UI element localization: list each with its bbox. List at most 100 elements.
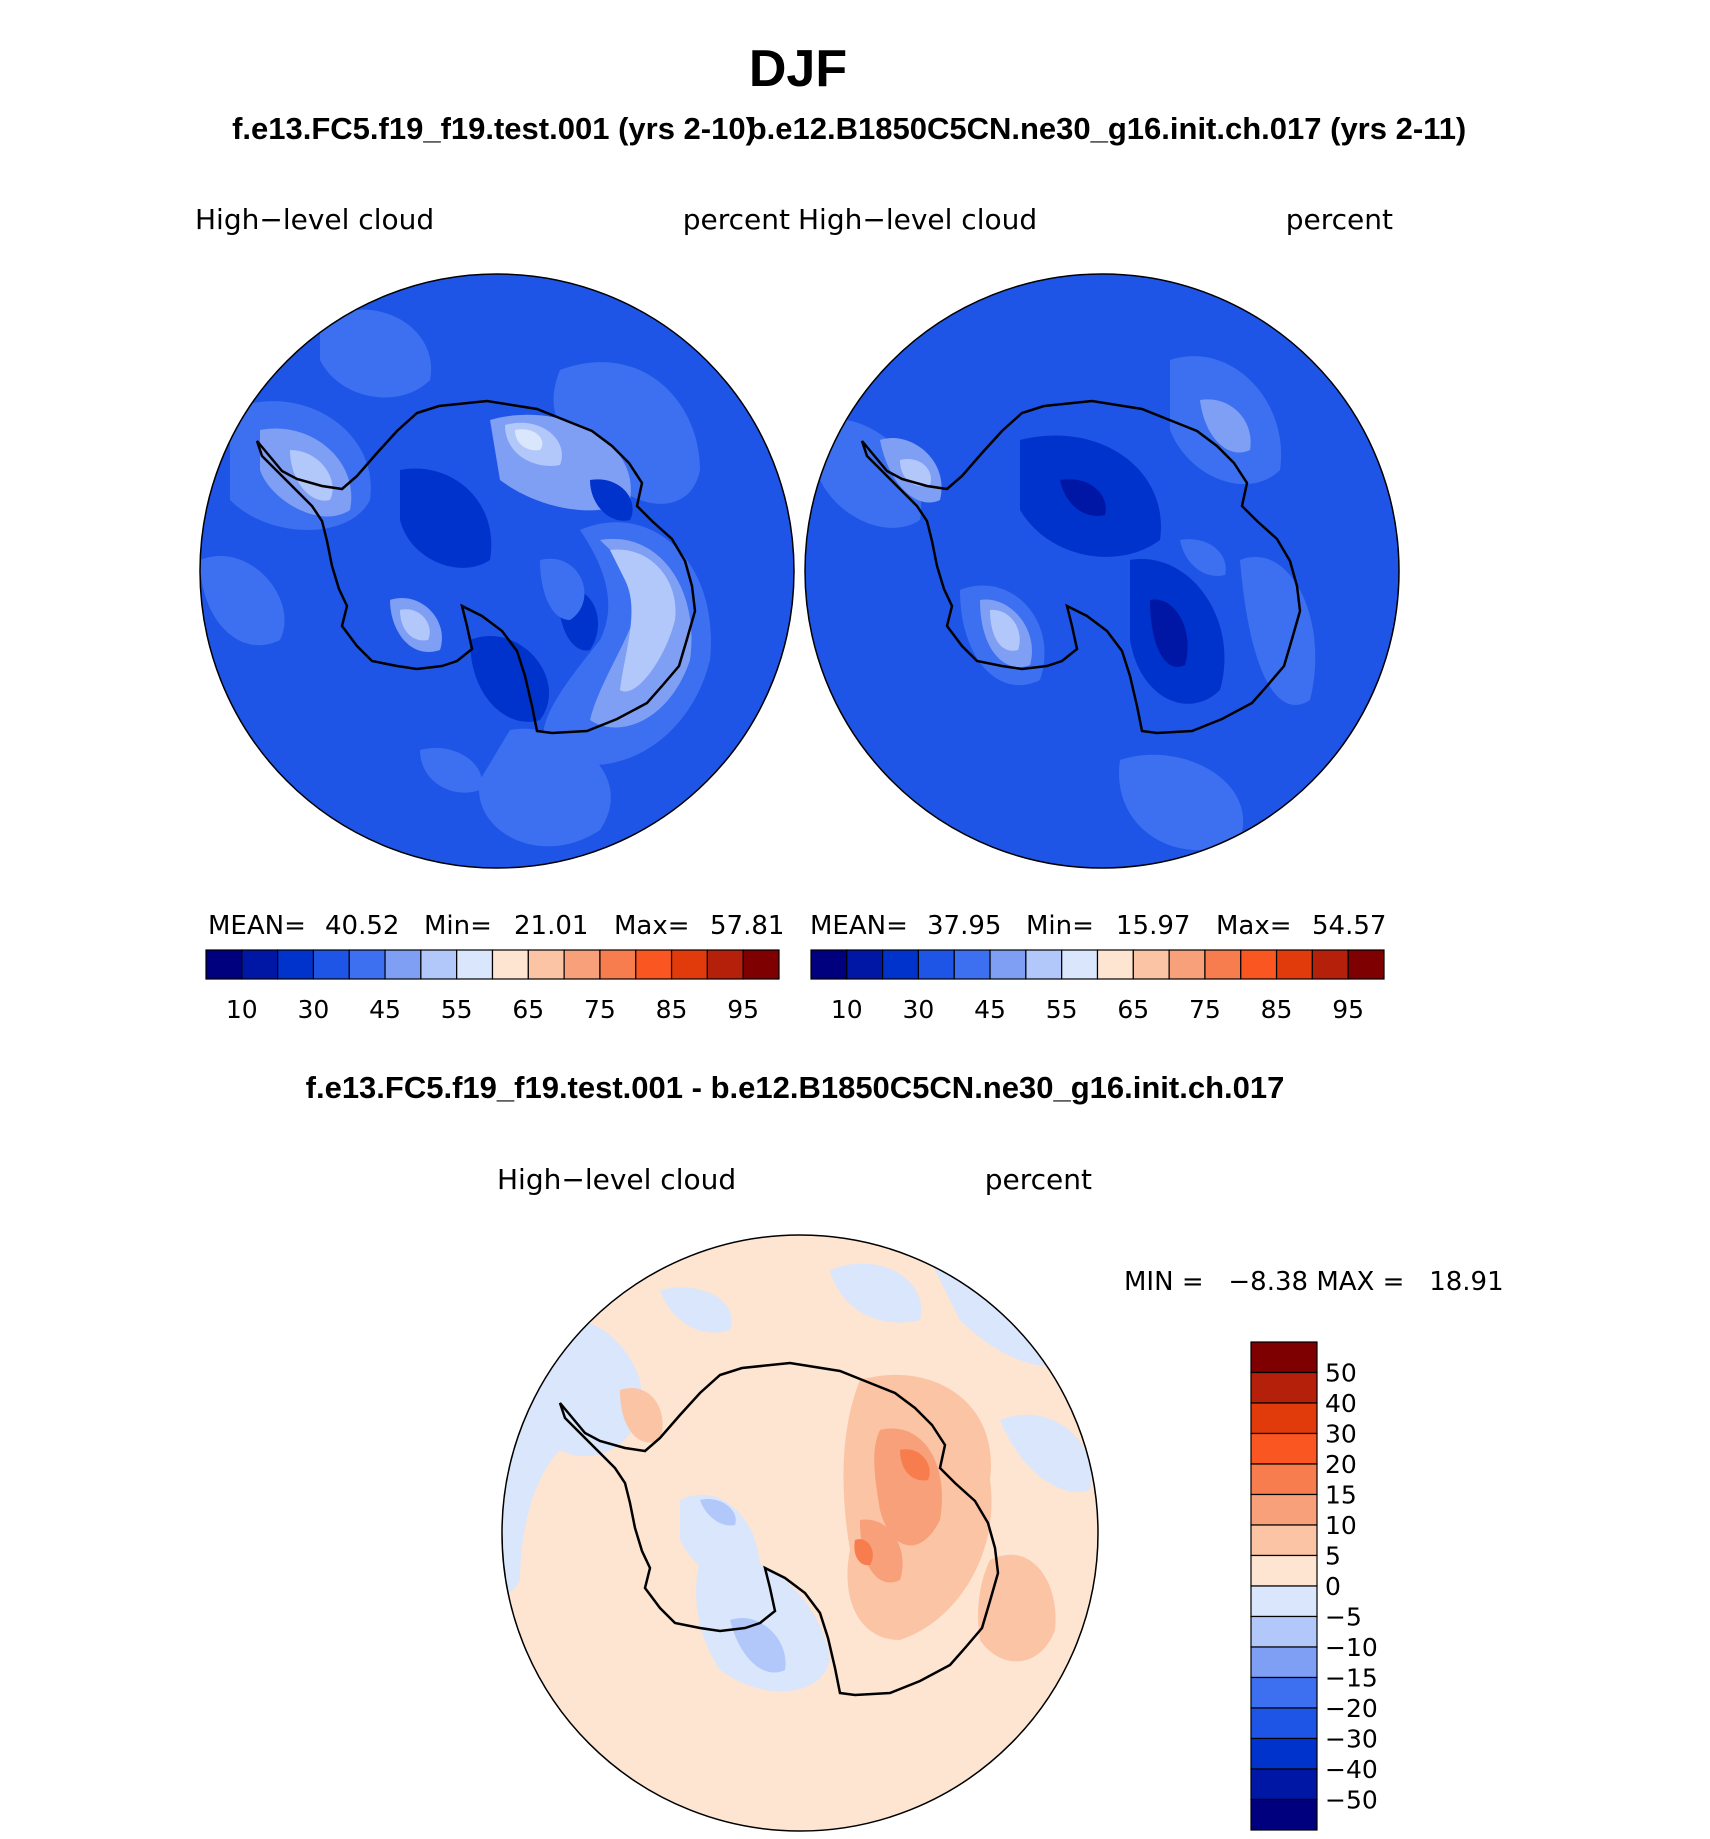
colorbar1-swatch: [348, 949, 386, 980]
colorbar2-tick-label: 55: [1046, 995, 1078, 1024]
colorbar1-swatch: [241, 949, 279, 980]
colorbar1-swatch: [635, 949, 673, 980]
min-label: Min=: [1026, 911, 1094, 941]
colorbar3-tick-label: −30: [1325, 1725, 1378, 1754]
panel1-units-label: percent: [683, 203, 790, 236]
colorbar1-tick-label: 65: [512, 995, 544, 1024]
colorbar1-swatch: [742, 949, 780, 980]
colorbar3-swatch: [1250, 1524, 1318, 1557]
colorbar3-tick-label: 5: [1325, 1542, 1341, 1571]
colorbar3-swatch: [1250, 1707, 1318, 1740]
panel2-variable-label: High−level cloud: [798, 203, 1037, 236]
colorbar2-swatch: [1240, 949, 1278, 980]
colorbar3-swatch: [1250, 1798, 1318, 1831]
colorbar3-swatch: [1250, 1371, 1318, 1404]
colorbar3-swatch: [1250, 1646, 1318, 1679]
min-label: Min=: [424, 911, 492, 941]
colorbar3-swatch: [1250, 1737, 1318, 1770]
panel1-variable-label: High−level cloud: [195, 203, 434, 236]
colorbar1-swatch: [491, 949, 529, 980]
colorbar1-swatch: [456, 949, 494, 980]
mean-value: 40.52: [325, 911, 399, 941]
colorbar-panel1: 10 30 45 55 65 75 85 95: [205, 949, 780, 1024]
colorbar3-tick-label: −10: [1325, 1633, 1378, 1662]
colorbar1-swatch: [563, 949, 601, 980]
map2-contours: [820, 356, 1316, 851]
colorbar3-tick-label: −20: [1325, 1694, 1378, 1723]
max-value: 54.57: [1312, 911, 1386, 941]
max-label: Max=: [1216, 911, 1292, 941]
diff-variable-label: High−level cloud: [497, 1163, 736, 1196]
colorbar1-tick-label: 30: [298, 995, 330, 1024]
map-panel-1: [199, 273, 795, 869]
colorbar3-tick-label: 10: [1325, 1511, 1357, 1540]
colorbar3-tick-label: −5: [1325, 1603, 1362, 1632]
colorbar3-swatch: [1250, 1554, 1318, 1587]
diff-units-label: percent: [985, 1163, 1092, 1196]
min-value: 21.01: [514, 911, 588, 941]
colorbar3-tick-label: −40: [1325, 1755, 1378, 1784]
colorbar3-swatch: [1250, 1432, 1318, 1465]
max-label: Max=: [614, 911, 690, 941]
diff-map-border: [501, 1234, 1099, 1832]
difference-title: f.e13.FC5.f19_f19.test.001 - b.e12.B1850…: [306, 1070, 1285, 1105]
colorbar2-swatch: [810, 949, 848, 980]
colorbar3-swatch: [1250, 1341, 1318, 1374]
colorbar3-tick-label: 0: [1325, 1572, 1341, 1601]
colorbar2-swatch: [882, 949, 920, 980]
colorbar2-swatch: [953, 949, 991, 980]
colorbar3-swatch: [1250, 1493, 1318, 1526]
colorbar2-tick-label: 45: [974, 995, 1006, 1024]
colorbar2-swatch: [846, 949, 884, 980]
colorbar1-tick-label: 85: [656, 995, 688, 1024]
colorbar3-tick-label: 40: [1325, 1389, 1357, 1418]
colorbar2-swatch: [1204, 949, 1242, 980]
colorbar3-swatch: [1250, 1768, 1318, 1801]
colorbar3-tick-label: −50: [1325, 1786, 1378, 1815]
max-value: 57.81: [710, 911, 784, 941]
mean-value: 37.95: [927, 911, 1001, 941]
panel1-stats: MEAN= 40.52 Min= 21.01 Max= 57.81: [208, 911, 784, 941]
colorbar-panel2: 10 30 45 55 65 75 85 95: [810, 949, 1385, 1024]
diff-minmax-label: MIN = −8.38 MAX = 18.91: [1124, 1267, 1504, 1297]
map1-border: [199, 273, 795, 869]
colorbar3-tick-label: 50: [1325, 1359, 1357, 1388]
colorbar2-swatch: [1061, 949, 1099, 980]
colorbar2-swatch: [1025, 949, 1063, 980]
mean-label: MEAN=: [810, 911, 908, 941]
colorbar1-swatch: [670, 949, 708, 980]
colorbar1-tick-label: 10: [226, 995, 258, 1024]
colorbar1-swatch: [420, 949, 458, 980]
case-title-right: b.e12.B1850C5CN.ne30_g16.init.ch.017 (yr…: [748, 111, 1467, 146]
colorbar2-tick-label: 10: [831, 995, 863, 1024]
colorbar2-swatch: [1347, 949, 1385, 980]
case-title-left: f.e13.FC5.f19_f19.test.001 (yrs 2-10): [232, 111, 756, 146]
colorbar2-tick-label: 95: [1332, 995, 1364, 1024]
season-title: DJF: [749, 40, 847, 98]
colorbar2-swatch: [1275, 949, 1313, 980]
colorbar2-tick-label: 75: [1189, 995, 1221, 1024]
colorbar2-swatch: [1311, 949, 1349, 980]
colorbar1-swatch: [706, 949, 744, 980]
map-panel-2: [804, 273, 1400, 869]
colorbar2-tick-label: 30: [903, 995, 935, 1024]
colorbar1-swatch: [205, 949, 243, 980]
colorbar1-tick-label: 45: [369, 995, 401, 1024]
colorbar2-tick-label: 65: [1117, 995, 1149, 1024]
panel2-units-label: percent: [1286, 203, 1393, 236]
colorbar3-swatch: [1250, 1402, 1318, 1435]
colorbar1-tick-label: 95: [727, 995, 759, 1024]
colorbar1-swatch: [599, 949, 637, 980]
colorbar1-swatch: [277, 949, 315, 980]
colorbar3-swatch: [1250, 1585, 1318, 1618]
colorbar3-swatch: [1250, 1615, 1318, 1648]
colorbar3-tick-label: 30: [1325, 1420, 1357, 1449]
colorbar3-tick-label: 15: [1325, 1481, 1357, 1510]
colorbar2-swatch: [1096, 949, 1134, 980]
colorbar2-tick-label: 85: [1261, 995, 1293, 1024]
colorbar3-swatch: [1250, 1676, 1318, 1709]
colorbar2-swatch: [989, 949, 1027, 980]
mean-label: MEAN=: [208, 911, 306, 941]
